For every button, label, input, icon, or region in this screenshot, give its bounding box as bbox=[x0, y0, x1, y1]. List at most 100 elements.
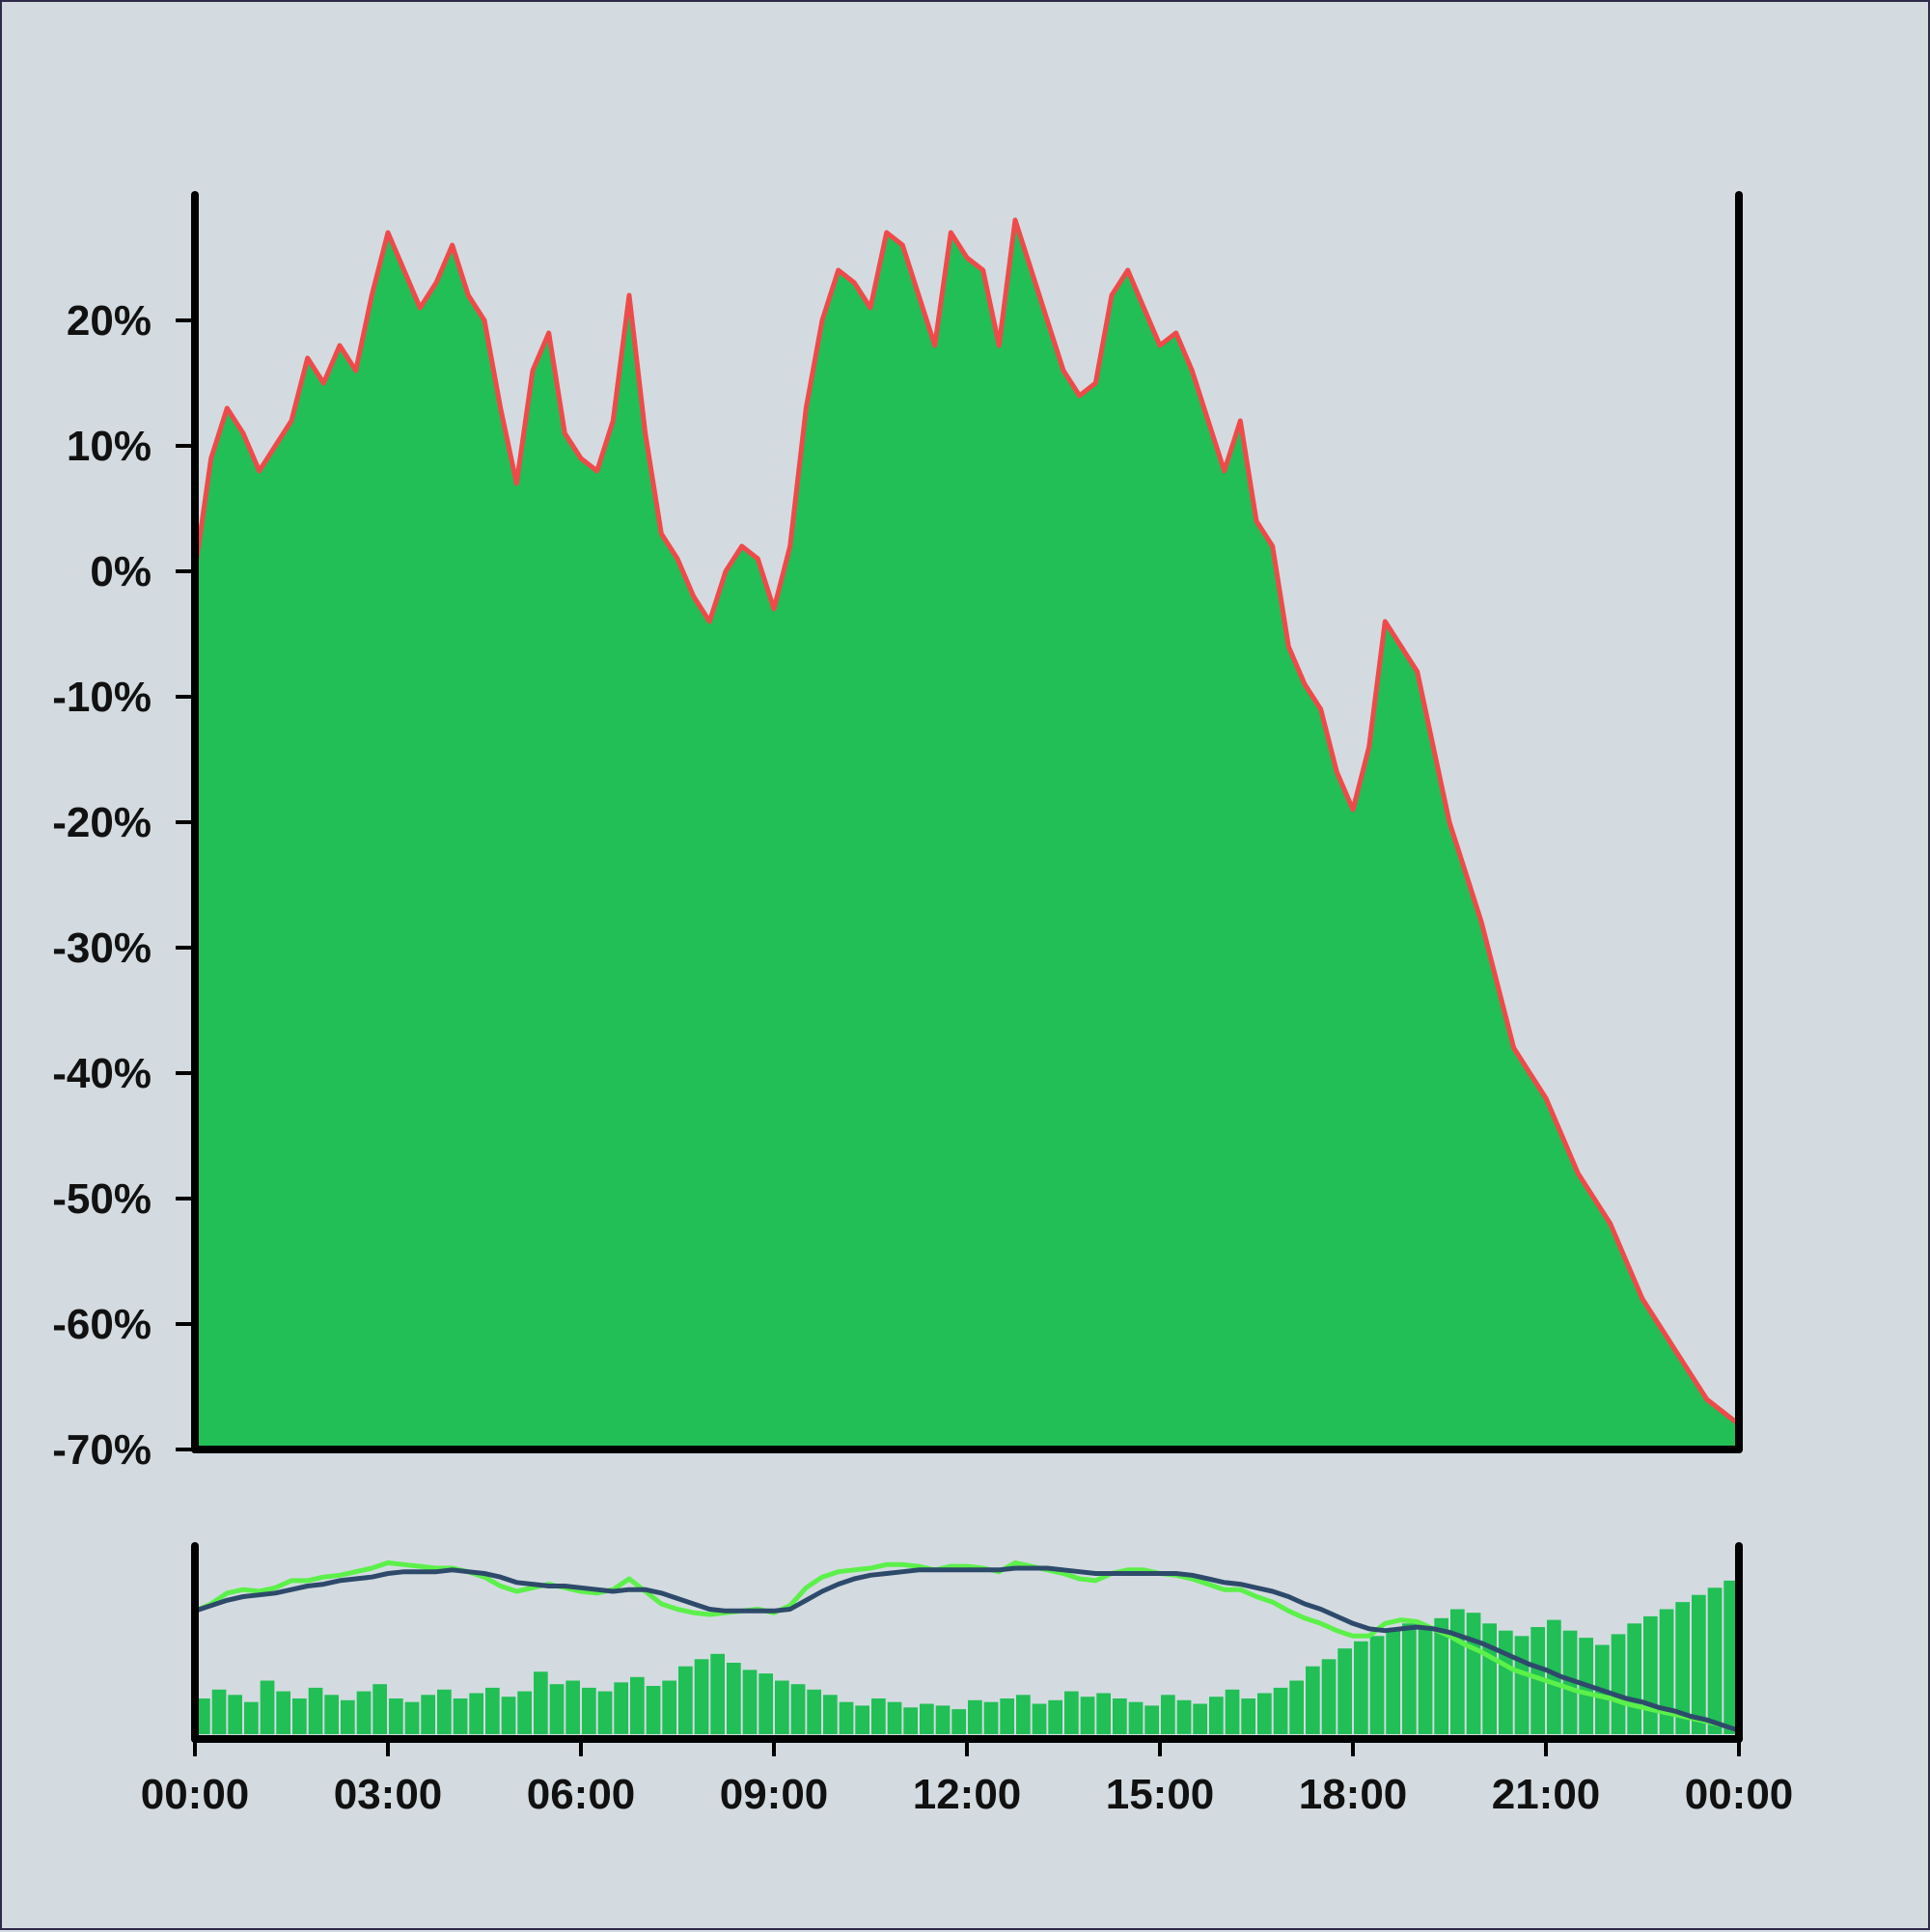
x-tick-label: 06:00 bbox=[527, 1771, 636, 1818]
volume-bar bbox=[389, 1698, 403, 1734]
volume-bar bbox=[372, 1684, 387, 1734]
volume-bar bbox=[1241, 1698, 1255, 1734]
volume-bar bbox=[485, 1687, 500, 1734]
volume-bar bbox=[1692, 1594, 1706, 1734]
volume-bar bbox=[662, 1680, 676, 1734]
volume-bar bbox=[839, 1701, 854, 1734]
volume-bar bbox=[534, 1671, 548, 1735]
volume-bar bbox=[887, 1701, 902, 1734]
volume-bar bbox=[404, 1701, 420, 1734]
y-tick-label: -50% bbox=[52, 1175, 152, 1223]
volume-bar bbox=[1402, 1623, 1417, 1734]
x-tick-label: 00:00 bbox=[141, 1771, 250, 1818]
volume-bar bbox=[1209, 1697, 1224, 1735]
volume-bar bbox=[597, 1691, 613, 1734]
volume-bar bbox=[211, 1689, 227, 1735]
price-line bbox=[192, 217, 1741, 1426]
volume-bar bbox=[1273, 1687, 1288, 1734]
x-tick-label: 09:00 bbox=[720, 1771, 829, 1818]
volume-bar bbox=[1547, 1619, 1561, 1734]
y-tick-label: -20% bbox=[52, 799, 152, 846]
volume-bar bbox=[1418, 1627, 1433, 1734]
volume-bar bbox=[1225, 1689, 1240, 1735]
x-tick-label: 21:00 bbox=[1492, 1771, 1601, 1818]
volume-bar bbox=[983, 1701, 999, 1734]
volume-bar bbox=[727, 1663, 741, 1734]
y-tick-label: 10% bbox=[67, 423, 152, 470]
volume-bar bbox=[1627, 1623, 1641, 1734]
volume-bar bbox=[630, 1676, 645, 1734]
volume-bar bbox=[1482, 1623, 1497, 1734]
volume-bar bbox=[1643, 1615, 1658, 1734]
volume-bar bbox=[951, 1709, 966, 1734]
volume-bar bbox=[341, 1699, 355, 1734]
x-tick-label: 03:00 bbox=[334, 1771, 443, 1818]
volume-bar bbox=[1675, 1602, 1690, 1734]
volume-bar bbox=[920, 1703, 934, 1734]
volume-bar bbox=[244, 1701, 259, 1734]
volume-bar bbox=[903, 1707, 918, 1735]
volume-bar bbox=[1530, 1627, 1545, 1734]
volume-bar bbox=[356, 1691, 372, 1734]
volume-bar bbox=[1723, 1580, 1738, 1734]
y-tick-label: -30% bbox=[52, 925, 152, 972]
volume-bar bbox=[582, 1687, 596, 1734]
volume-bar bbox=[1048, 1699, 1062, 1734]
x-tick-label: 12:00 bbox=[913, 1771, 1022, 1818]
volume-bar bbox=[276, 1691, 290, 1734]
volume-bar bbox=[453, 1698, 468, 1734]
volume-bar bbox=[517, 1691, 532, 1734]
volume-bar bbox=[228, 1695, 242, 1734]
volume-bar bbox=[614, 1682, 628, 1734]
volume-bar bbox=[1450, 1609, 1465, 1734]
y-tick-label: 20% bbox=[67, 297, 152, 345]
x-tick-label: 00:00 bbox=[1685, 1771, 1794, 1818]
volume-bar bbox=[1611, 1634, 1626, 1734]
volume-bar bbox=[871, 1698, 886, 1734]
volume-bar bbox=[1289, 1680, 1304, 1734]
volume-bar bbox=[1000, 1698, 1014, 1734]
volume-bar bbox=[1096, 1693, 1111, 1735]
volume-bar bbox=[1016, 1695, 1031, 1734]
volume-bar bbox=[421, 1695, 435, 1734]
volume-bar bbox=[1369, 1636, 1385, 1735]
y-tick-label: -10% bbox=[52, 674, 152, 721]
volume-bar bbox=[1176, 1699, 1192, 1734]
volume-bar bbox=[1113, 1698, 1127, 1734]
volume-bar bbox=[260, 1680, 275, 1734]
volume-bar bbox=[1257, 1693, 1272, 1735]
volume-bar bbox=[1354, 1641, 1368, 1734]
volume-bar bbox=[1386, 1630, 1400, 1734]
volume-bar bbox=[710, 1653, 725, 1735]
volume-bar bbox=[1193, 1703, 1207, 1734]
volume-bar bbox=[646, 1686, 661, 1734]
volume-bar bbox=[742, 1670, 758, 1734]
volume-bar bbox=[1499, 1630, 1513, 1734]
volume-bar bbox=[1032, 1703, 1047, 1734]
volume-bar bbox=[1144, 1705, 1159, 1734]
y-tick-label: -60% bbox=[52, 1301, 152, 1348]
volume-bar bbox=[1064, 1691, 1079, 1734]
y-tick-label: -40% bbox=[52, 1050, 152, 1097]
volume-bar bbox=[968, 1699, 982, 1734]
volume-bar bbox=[469, 1693, 483, 1735]
volume-bar bbox=[1080, 1697, 1095, 1735]
x-tick-label: 15:00 bbox=[1106, 1771, 1215, 1818]
volume-bar bbox=[1562, 1630, 1578, 1734]
volume-bar bbox=[855, 1705, 869, 1734]
volume-bar bbox=[823, 1695, 838, 1734]
volume-bar bbox=[565, 1680, 580, 1734]
volume-bar bbox=[790, 1684, 806, 1734]
volume-bar bbox=[549, 1684, 565, 1734]
volume-bar bbox=[308, 1687, 323, 1734]
y-tick-label: -70% bbox=[52, 1426, 152, 1474]
volume-bar bbox=[292, 1698, 307, 1734]
volume-bar bbox=[1337, 1648, 1352, 1734]
volume-bar bbox=[501, 1697, 516, 1735]
volume-bar bbox=[196, 1698, 210, 1734]
volume-bar bbox=[1434, 1617, 1448, 1735]
slow-average-line bbox=[194, 1565, 1740, 1733]
volume-bar bbox=[1128, 1701, 1144, 1734]
